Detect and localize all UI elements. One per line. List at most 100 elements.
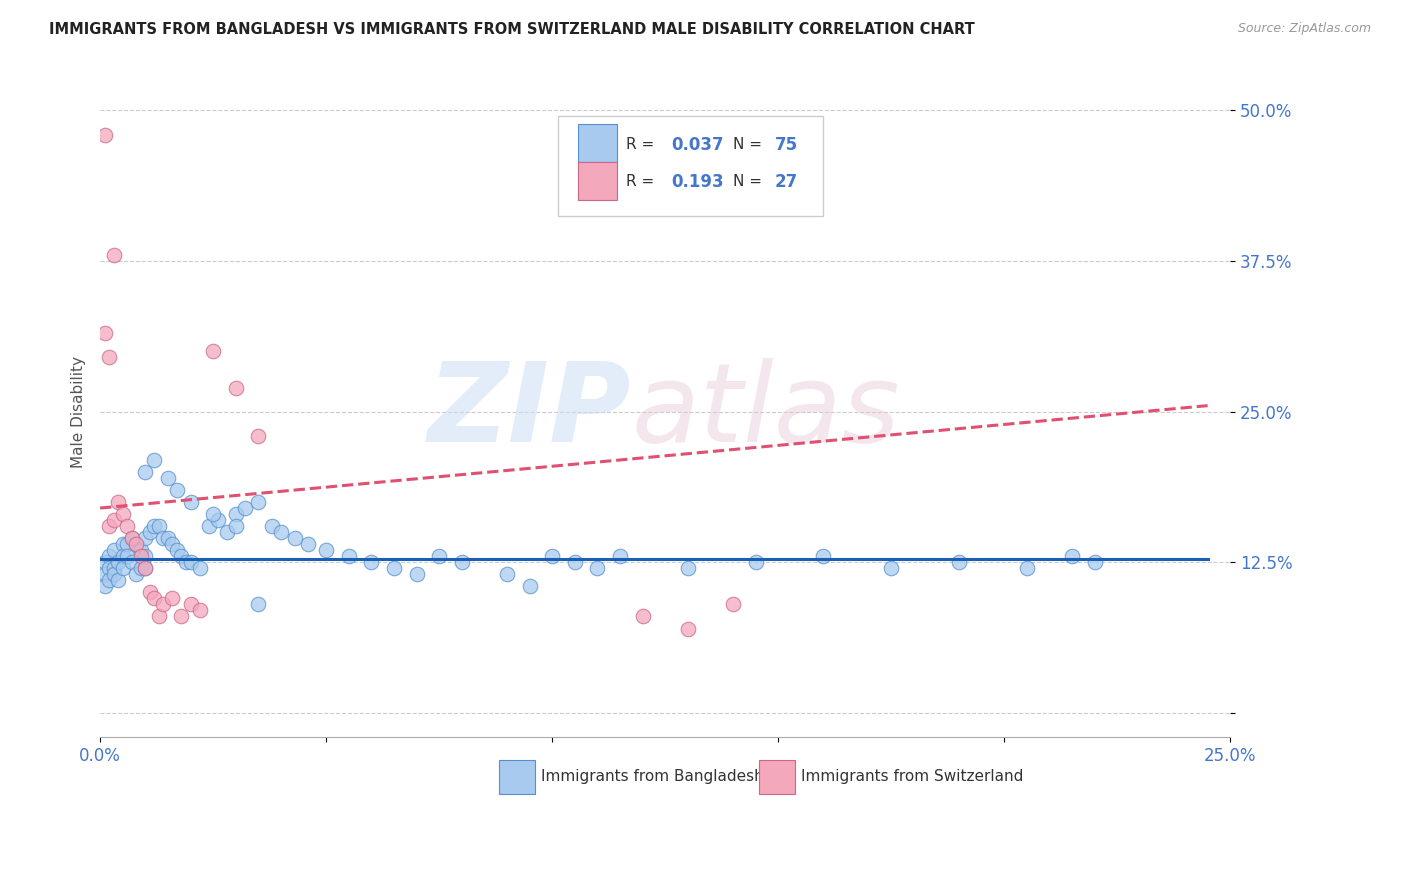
- Text: Source: ZipAtlas.com: Source: ZipAtlas.com: [1237, 22, 1371, 36]
- Point: [188, 603, 211, 617]
- Point: [103, 513, 125, 527]
- Point: [121, 555, 143, 569]
- Point: [1084, 555, 1107, 569]
- Point: [180, 598, 202, 612]
- FancyBboxPatch shape: [759, 760, 796, 794]
- Point: [337, 549, 360, 564]
- Point: [744, 555, 766, 569]
- Point: [170, 609, 193, 624]
- Text: IMMIGRANTS FROM BANGLADESH VS IMMIGRANTS FROM SWITZERLAND MALE DISABILITY CORREL: IMMIGRANTS FROM BANGLADESH VS IMMIGRANTS…: [49, 22, 974, 37]
- Point: [450, 555, 472, 569]
- Point: [1015, 561, 1038, 575]
- Point: [519, 579, 541, 593]
- Point: [360, 555, 382, 569]
- Text: R =: R =: [626, 175, 659, 189]
- Text: ZIP: ZIP: [427, 359, 631, 465]
- Text: N =: N =: [733, 175, 766, 189]
- Point: [139, 585, 162, 599]
- Point: [270, 525, 292, 540]
- Point: [129, 549, 152, 564]
- Point: [260, 519, 283, 533]
- Point: [382, 561, 405, 575]
- Text: Immigrants from Switzerland: Immigrants from Switzerland: [801, 769, 1024, 784]
- Point: [93, 579, 115, 593]
- Point: [121, 531, 143, 545]
- FancyBboxPatch shape: [578, 161, 617, 200]
- Point: [121, 531, 143, 545]
- Point: [103, 248, 125, 262]
- Point: [129, 561, 152, 575]
- Point: [162, 591, 184, 606]
- Point: [152, 598, 174, 612]
- Point: [297, 537, 319, 551]
- Point: [111, 507, 134, 521]
- Point: [148, 609, 170, 624]
- Point: [148, 519, 170, 533]
- Point: [143, 453, 166, 467]
- Point: [166, 543, 188, 558]
- Point: [225, 380, 247, 394]
- Point: [111, 549, 134, 564]
- Text: Immigrants from Bangladesh: Immigrants from Bangladesh: [541, 769, 763, 784]
- Point: [93, 555, 115, 569]
- Point: [143, 591, 166, 606]
- Point: [631, 609, 654, 624]
- Point: [152, 531, 174, 545]
- Y-axis label: Male Disability: Male Disability: [72, 356, 86, 467]
- Point: [134, 549, 156, 564]
- Point: [107, 495, 129, 509]
- Point: [247, 495, 270, 509]
- Point: [405, 567, 427, 582]
- FancyBboxPatch shape: [558, 116, 824, 217]
- Point: [586, 561, 609, 575]
- Point: [247, 598, 270, 612]
- Text: 0.037: 0.037: [671, 136, 724, 154]
- Point: [111, 561, 134, 575]
- Point: [117, 537, 139, 551]
- Point: [247, 429, 270, 443]
- Point: [948, 555, 970, 569]
- Point: [125, 567, 148, 582]
- Point: [98, 351, 121, 365]
- Point: [98, 574, 121, 588]
- Point: [143, 519, 166, 533]
- Point: [156, 471, 179, 485]
- Point: [156, 531, 179, 545]
- Point: [813, 549, 835, 564]
- Point: [107, 574, 129, 588]
- Point: [721, 598, 744, 612]
- Text: N =: N =: [733, 137, 766, 153]
- Point: [676, 622, 699, 636]
- Point: [98, 519, 121, 533]
- Point: [107, 555, 129, 569]
- Point: [134, 561, 156, 575]
- Point: [207, 513, 229, 527]
- Point: [202, 344, 225, 359]
- Point: [103, 561, 125, 575]
- Point: [174, 555, 197, 569]
- Point: [676, 561, 699, 575]
- FancyBboxPatch shape: [499, 760, 536, 794]
- Point: [541, 549, 564, 564]
- Point: [609, 549, 631, 564]
- Point: [134, 561, 156, 575]
- Point: [202, 507, 225, 521]
- Point: [215, 525, 238, 540]
- Point: [103, 567, 125, 582]
- Point: [225, 519, 247, 533]
- Point: [225, 507, 247, 521]
- Point: [197, 519, 219, 533]
- Point: [117, 519, 139, 533]
- Point: [139, 525, 162, 540]
- Point: [564, 555, 586, 569]
- Point: [134, 465, 156, 479]
- Point: [93, 128, 115, 142]
- Point: [180, 495, 202, 509]
- Point: [117, 549, 139, 564]
- Point: [93, 326, 115, 341]
- Point: [98, 561, 121, 575]
- Point: [170, 549, 193, 564]
- Point: [880, 561, 903, 575]
- Point: [496, 567, 519, 582]
- Point: [162, 537, 184, 551]
